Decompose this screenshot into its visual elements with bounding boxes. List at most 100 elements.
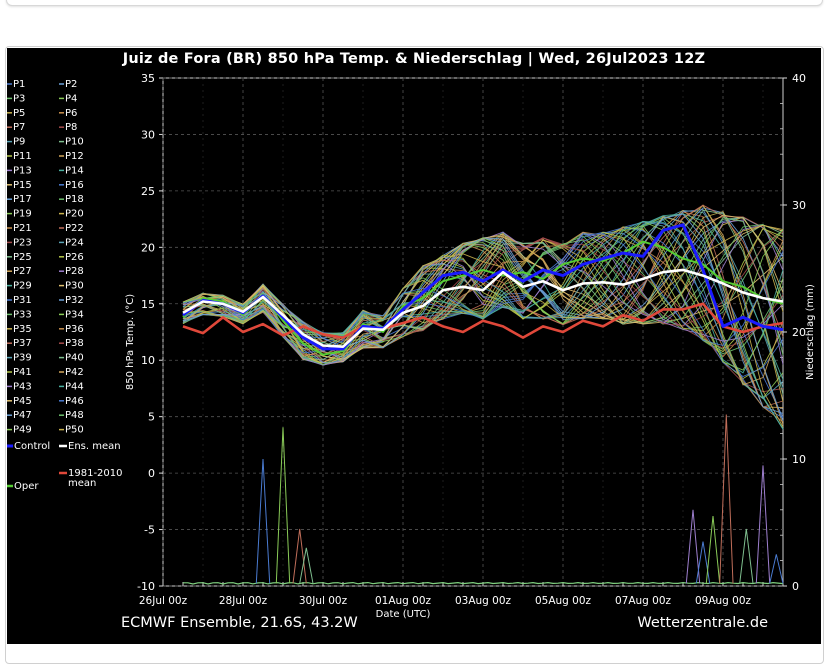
top-card [6,0,823,6]
xtick-label: 09Aug 00z [695,595,752,607]
ytick-label: 20 [141,241,155,254]
legend-label: P19 [13,209,32,220]
legend-label: P3 [13,93,25,104]
xtick-label: 26Jul 00z [139,595,188,607]
legend-label: P1 [13,79,25,90]
y2tick-label: 20 [792,326,806,339]
ytick-label: 35 [141,72,155,85]
legend-label: P22 [65,223,84,234]
legend-label: P12 [65,151,84,162]
xtick-label: 03Aug 00z [455,595,512,607]
legend-label: P13 [13,165,32,176]
precip-peak [255,458,271,584]
legend-label: P33 [13,309,32,320]
precip-peak [769,554,784,584]
ensemble-member-line [182,225,784,351]
legend-label: P41 [13,367,32,378]
ytick-label: 5 [148,411,155,424]
y2-axis-label: Niederschlag (mm) [805,284,816,380]
legend-label: P9 [13,137,25,148]
xtick-label: 01Aug 00z [375,595,432,607]
legend-label: P23 [13,237,32,248]
legend-label-climate-mean: 1981-2010 [68,468,123,479]
legend-label-climate-mean-2: mean [68,478,96,489]
legend-label: P11 [13,151,32,162]
legend-label: P27 [13,266,32,277]
legend-label: P6 [65,108,77,119]
legend-label: P16 [65,180,84,191]
legend-label: P10 [65,137,84,148]
xtick-label: 28Jul 00z [219,595,268,607]
series-line-1981-2010-mean [182,302,784,339]
legend-label: P15 [13,180,32,191]
ensemble-member-line [182,225,784,351]
chart-title: Juiz de Fora (BR) 850 hPa Temp. & Nieder… [122,51,706,67]
legend-label: P18 [65,194,84,205]
legend-label: P40 [65,353,84,364]
legend-label: P49 [13,425,32,436]
legend-label: P44 [65,381,84,392]
ytick-label: -10 [137,580,155,593]
xtick-label: 30Jul 00z [299,595,348,607]
precip-peak [275,427,291,584]
legend-label: P32 [65,295,84,306]
legend-label: P25 [13,252,32,263]
precip-peak [755,465,771,584]
legend-label: P21 [13,223,32,234]
ytick-label: 10 [141,354,155,367]
x-axis-label: Date (UTC) [376,609,431,620]
legend-label: P48 [65,410,84,421]
legend-label: P43 [13,381,32,392]
plot-frame [162,77,784,587]
meteogram-figure: Juiz de Fora (BR) 850 hPa Temp. & Nieder… [7,48,821,644]
precip-peak [739,528,754,584]
ensemble-member-line [182,219,784,365]
precip-peak [719,414,734,584]
y2tick-label: 10 [792,453,806,466]
legend-label: P28 [65,266,84,277]
legend-label: P20 [65,209,84,220]
legend-label: P42 [65,367,84,378]
xtick-label: 07Aug 00z [615,595,672,607]
legend-label: P47 [13,410,32,421]
legend-label: P5 [13,108,25,119]
precip-peak [299,547,314,584]
xtick-label: 05Aug 00z [535,595,592,607]
series-line-ens-mean [182,268,784,348]
legend-label: P29 [13,281,32,292]
legend-label: P35 [13,324,32,335]
legend-label: P38 [65,338,84,349]
ytick-label: 25 [141,185,155,198]
ensemble-member-line [182,231,784,366]
legend-label: P39 [13,353,32,364]
y2tick-label: 40 [792,72,806,85]
legend-label: P7 [13,122,25,133]
precip-peak [705,516,721,584]
ytick-label: 30 [141,128,155,141]
legend-label-oper: Oper [14,481,39,492]
legend-label-control: Control [14,441,50,452]
precip-peak [685,509,701,584]
series-line-oper [182,240,784,356]
legend-label: P34 [65,309,84,320]
y2tick-label: 0 [792,580,799,593]
legend-label: P30 [65,281,84,292]
precip-peak [292,528,307,584]
legend-label-ens-mean: Ens. mean [68,441,121,452]
legend-label: P46 [65,396,84,407]
legend-label: P31 [13,295,32,306]
legend-label: P8 [65,122,77,133]
legend-label: P37 [13,338,32,349]
y-axis-label: 850 hPa Temp. (°C) [125,294,136,390]
legend-label: P45 [13,396,32,407]
model-label: ECMWF Ensemble, 21.6S, 43.2W [121,615,358,631]
legend-label: P24 [65,237,84,248]
ytick-label: 15 [141,298,155,311]
source-label: Wetterzentrale.de [637,615,768,631]
ytick-label: 0 [148,467,155,480]
legend-label: P4 [65,93,77,104]
legend-label: P36 [65,324,84,335]
legend-label: P14 [65,165,84,176]
legend-label: P26 [65,252,84,263]
y2tick-label: 30 [792,199,806,212]
